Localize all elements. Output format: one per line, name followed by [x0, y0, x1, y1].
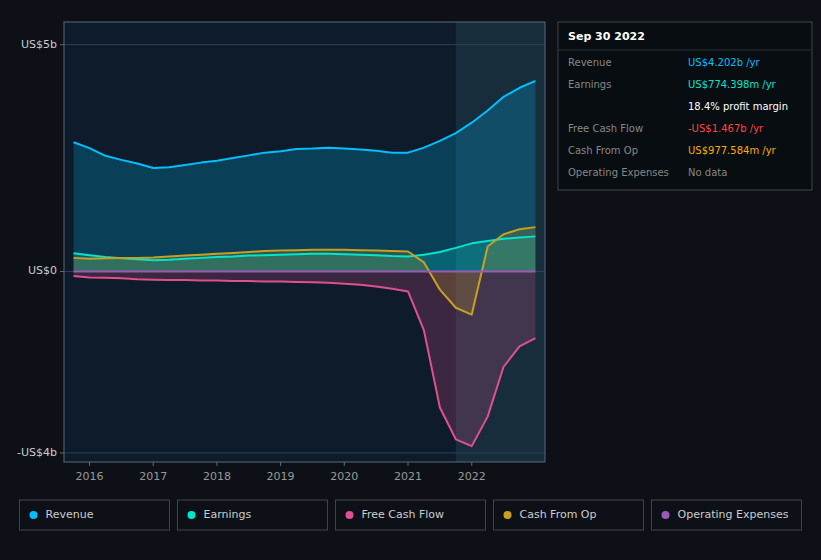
- y-tick: [60, 271, 64, 272]
- tooltip-label: Revenue: [568, 57, 612, 68]
- y-tick-label: -US$4b: [17, 446, 57, 459]
- legend-swatch: [662, 511, 670, 519]
- legend-item: Revenue: [20, 500, 170, 530]
- background: [0, 0, 821, 560]
- legend-item: Operating Expenses: [652, 500, 802, 530]
- tooltip-value: No data: [688, 167, 727, 178]
- plot-background: [64, 22, 545, 462]
- legend-item: Free Cash Flow: [336, 500, 486, 530]
- x-tick: [280, 462, 281, 466]
- legend-box: [20, 500, 170, 530]
- tooltip-separator: [558, 50, 812, 51]
- x-tick-label: 2019: [267, 470, 295, 483]
- y-tick: [60, 44, 64, 45]
- x-tick: [471, 462, 472, 466]
- tooltip-label: Free Cash Flow: [568, 123, 643, 134]
- x-tick: [153, 462, 154, 466]
- legend-box: [336, 500, 486, 530]
- x-tick-label: 2021: [394, 470, 422, 483]
- tooltip-label: Earnings: [568, 79, 611, 90]
- series-line: [74, 236, 536, 260]
- legend-swatch: [504, 511, 512, 519]
- legend-box: [178, 500, 328, 530]
- legend-label: Earnings: [204, 508, 252, 521]
- tooltip-title: Sep 30 2022: [568, 30, 645, 43]
- legend-label: Free Cash Flow: [362, 508, 445, 521]
- legend-item: Cash From Op: [494, 500, 644, 530]
- tooltip-value: US$977.584m /yr: [688, 145, 777, 156]
- plot-area: [64, 22, 545, 462]
- x-tick-label: 2017: [139, 470, 167, 483]
- y-tick: [60, 452, 64, 453]
- legend-swatch: [30, 511, 38, 519]
- x-tick: [216, 462, 217, 466]
- chart: US$5b US$0 -US$4b 2016 2017 2018 2019 2020 2021 2…: [0, 0, 821, 560]
- tooltip-label: Cash From Op: [568, 145, 638, 156]
- x-tick-label: 2018: [203, 470, 231, 483]
- series-line: [74, 227, 536, 314]
- tooltip-box: [558, 22, 812, 190]
- legend-item: Earnings: [178, 500, 328, 530]
- x-tick-label: 2016: [75, 470, 103, 483]
- tooltip-value: US$4.202b /yr: [688, 57, 760, 68]
- legend-label: Cash From Op: [520, 508, 597, 521]
- plot-frame: [64, 22, 545, 462]
- area-fill: [74, 271, 536, 272]
- grid-line: [64, 452, 545, 453]
- y-tick-label: US$0: [28, 264, 57, 277]
- legend-label: Revenue: [46, 508, 94, 521]
- tooltip-value: US$774.398m /yr: [688, 79, 777, 90]
- grid-line: [64, 271, 545, 272]
- x-tick-label: 2022: [458, 470, 486, 483]
- x-tick: [344, 462, 345, 466]
- grid-line: [64, 44, 545, 45]
- series-line: [74, 270, 536, 272]
- y-tick-label: US$5b: [21, 38, 57, 51]
- series-line: [74, 276, 536, 446]
- tooltip-value: 18.4% profit margin: [688, 101, 788, 112]
- tooltip-value: -US$1.467b /yr: [688, 123, 764, 134]
- x-tick: [408, 462, 409, 466]
- tooltip-label: Operating Expenses: [568, 167, 669, 178]
- legend-swatch: [346, 511, 354, 519]
- area-fill: [74, 81, 536, 272]
- x-tick: [89, 462, 90, 466]
- legend-box: [652, 500, 802, 530]
- legend-swatch: [188, 511, 196, 519]
- x-tick-label: 2020: [330, 470, 358, 483]
- legend-box: [494, 500, 644, 530]
- legend-label: Operating Expenses: [678, 508, 789, 521]
- series-line: [74, 81, 536, 168]
- area-fill: [74, 227, 536, 314]
